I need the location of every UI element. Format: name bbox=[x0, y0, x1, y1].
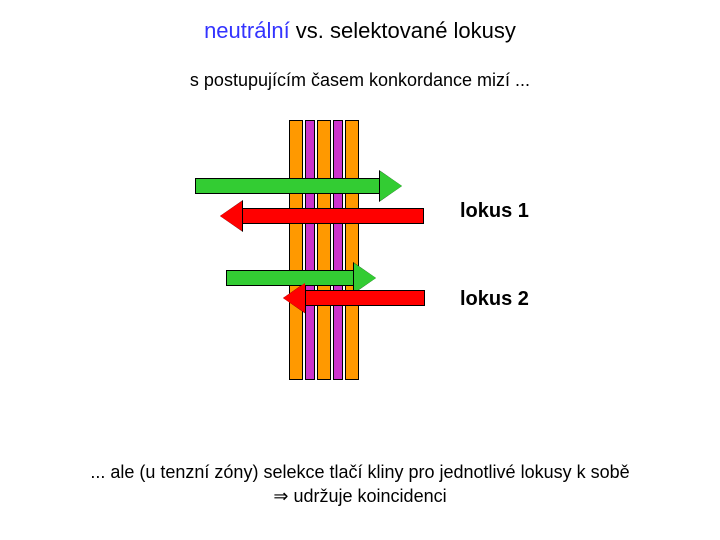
label-locus-1: lokus 1 bbox=[460, 200, 529, 223]
label-locus-2: lokus 2 bbox=[460, 288, 529, 311]
footer-text: ... ale (u tenzní zóny) selekce tlačí kl… bbox=[0, 460, 720, 509]
title-part2: vs. selektované lokusy bbox=[290, 18, 516, 43]
footer-line2: udržuje koincidenci bbox=[294, 486, 447, 506]
vbar-orange-0 bbox=[289, 120, 303, 380]
slide-subtitle: s postupujícím časem konkordance mizí ..… bbox=[0, 70, 720, 91]
arrow-locus1-red-head bbox=[220, 201, 242, 231]
slide-title: neutrální vs. selektované lokusy bbox=[0, 18, 720, 44]
arrow-locus1-green-head bbox=[380, 171, 402, 201]
arrow-locus2-green-head bbox=[354, 263, 376, 293]
arrow-locus1-green-body bbox=[195, 178, 380, 194]
title-part1: neutrální bbox=[204, 18, 290, 43]
arrow-locus2-red-head bbox=[283, 283, 305, 313]
vbar-orange-2 bbox=[317, 120, 331, 380]
vbar-purple-1 bbox=[305, 120, 315, 380]
vbar-purple-3 bbox=[333, 120, 343, 380]
vbar-orange-4 bbox=[345, 120, 359, 380]
slide-canvas: neutrální vs. selektované lokusy s postu… bbox=[0, 0, 720, 540]
footer-line1: ... ale (u tenzní zóny) selekce tlačí kl… bbox=[90, 462, 629, 482]
arrow-locus2-red-body bbox=[305, 290, 425, 306]
footer-line2-prefix: ⇒ bbox=[273, 486, 293, 506]
arrow-locus1-red-body bbox=[242, 208, 424, 224]
